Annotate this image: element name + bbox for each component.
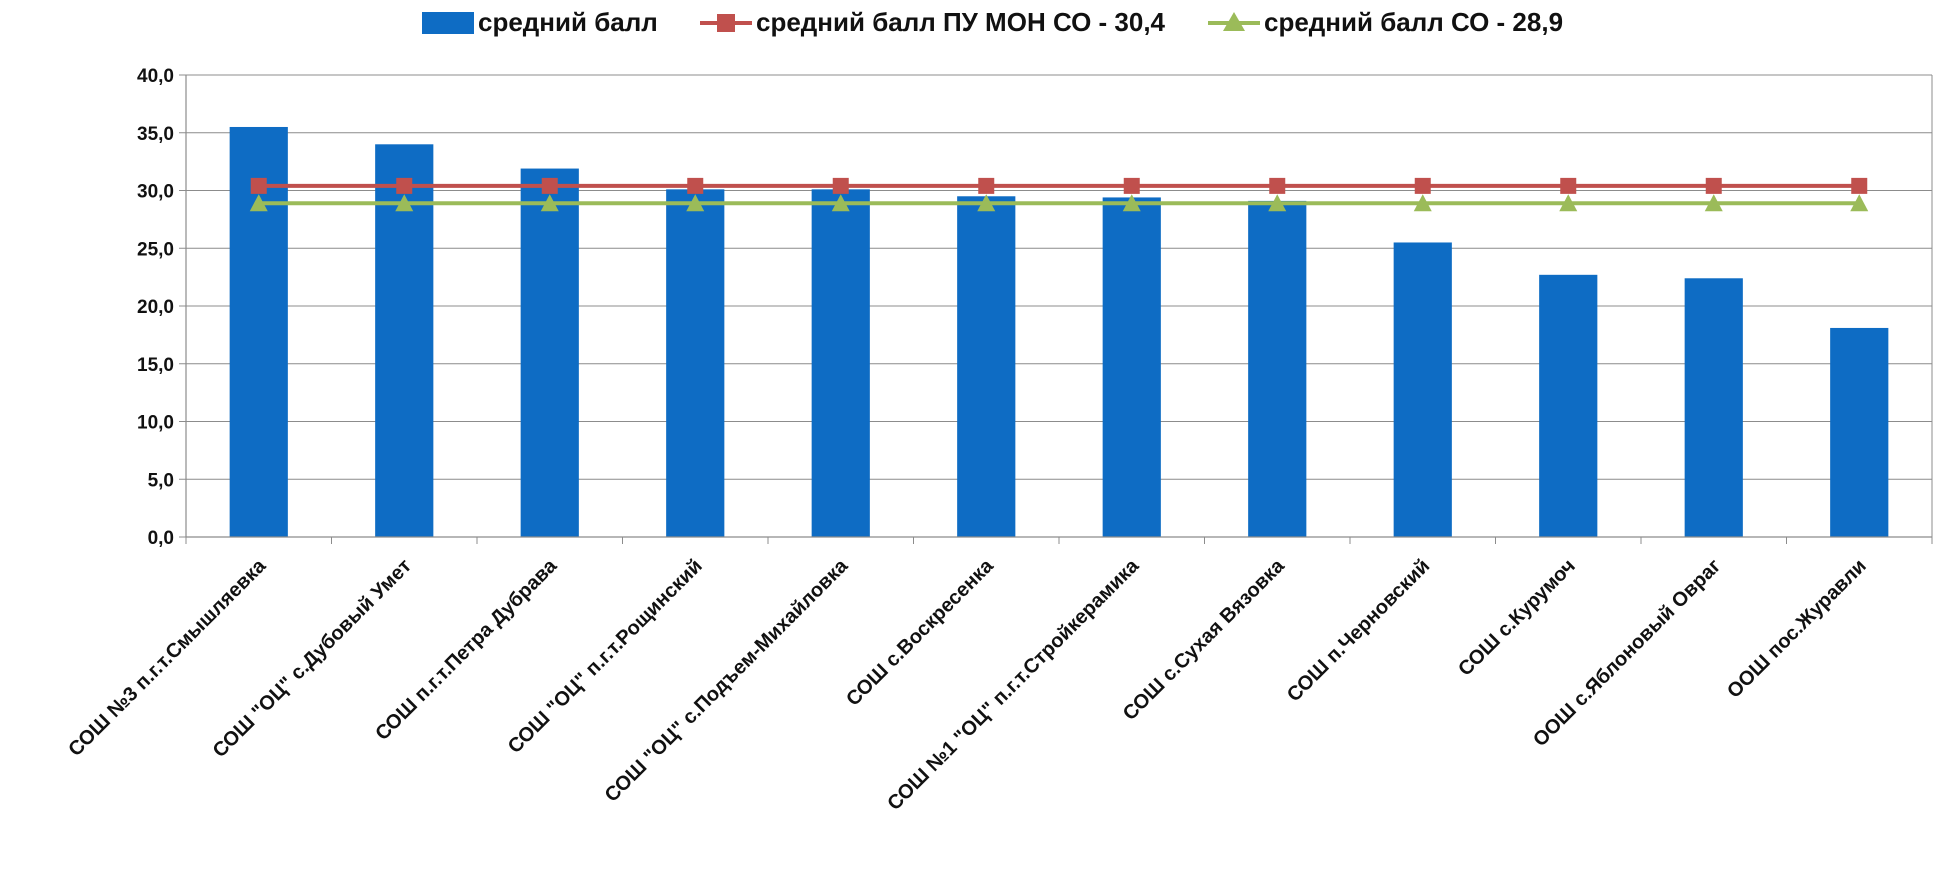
y-tick-label: 10,0 [137,413,174,434]
x-category-label: СОШ "ОЦ" с.Подъем-Михайловка [601,554,853,806]
y-tick-label: 5,0 [148,470,174,491]
point-marker-square [1851,177,1868,194]
y-tick-label: 15,0 [137,355,174,376]
legend-swatch-bar [422,12,474,34]
bar [1102,197,1161,537]
bar [520,168,579,537]
legend-marker-triangle [1223,12,1245,31]
point-marker-triangle [1122,194,1141,212]
point-marker-triangle [540,194,559,212]
x-category-label: СОШ №1 "ОЦ" п.г.т.Стройкерамика [883,554,1144,815]
point-marker-square [978,177,995,194]
reference-lines [249,177,1869,212]
x-category-label: СОШ с.Воскресенка [842,554,998,710]
point-marker-triangle [1559,194,1578,212]
point-marker-square [1705,177,1722,194]
y-tick-label: 35,0 [137,124,174,145]
y-tick-label: 0,0 [148,528,174,549]
legend-marker-square [717,14,735,32]
bar [1684,278,1743,537]
bar [1539,274,1598,537]
point-marker-triangle [1413,194,1432,212]
bar [811,189,870,537]
point-marker-triangle [1704,194,1723,212]
bar [1830,327,1889,537]
point-marker-square [541,177,558,194]
bar [666,189,725,537]
point-marker-triangle [249,194,268,212]
x-category-label: СОШ п.Черновский [1283,555,1434,706]
point-marker-triangle [977,194,996,212]
bar [957,196,1016,537]
point-marker-square [687,177,704,194]
point-marker-square [1414,177,1431,194]
y-tick-label: 40,0 [137,66,174,87]
gridlines [186,74,1932,480]
point-marker-triangle [686,194,705,212]
point-marker-triangle [1850,194,1869,212]
x-category-label: СОШ с.Сухая Вязовка [1119,554,1290,725]
x-category-label: СОШ с.Курумоч [1454,555,1580,681]
point-marker-triangle [831,194,850,212]
point-marker-square [396,177,413,194]
y-axis: 0,0 5,0 10,0 15,0 20,0 25,0 30,0 35,0 40,0 [137,66,1933,549]
point-marker-square [1269,177,1286,194]
x-category-label: ООШ пос.Журавли [1723,555,1871,703]
bar [1248,200,1307,537]
y-tick-label: 25,0 [137,239,174,260]
y-tick-label: 30,0 [137,182,174,203]
legend-label-average: средний балл [478,7,658,37]
bar [1393,242,1452,537]
point-marker-square [1560,177,1577,194]
point-marker-triangle [395,194,414,212]
legend: средний балл средний балл ПУ МОН СО - 30… [422,7,1563,37]
point-marker-square [250,177,267,194]
point-marker-triangle [1268,194,1287,212]
y-tick-label: 20,0 [137,297,174,318]
point-marker-square [832,177,849,194]
legend-label-so: средний балл СО - 28,9 [1264,7,1563,37]
legend-label-pu: средний балл ПУ МОН СО - 30,4 [756,7,1166,37]
bars [229,126,1889,538]
point-marker-square [1123,177,1140,194]
